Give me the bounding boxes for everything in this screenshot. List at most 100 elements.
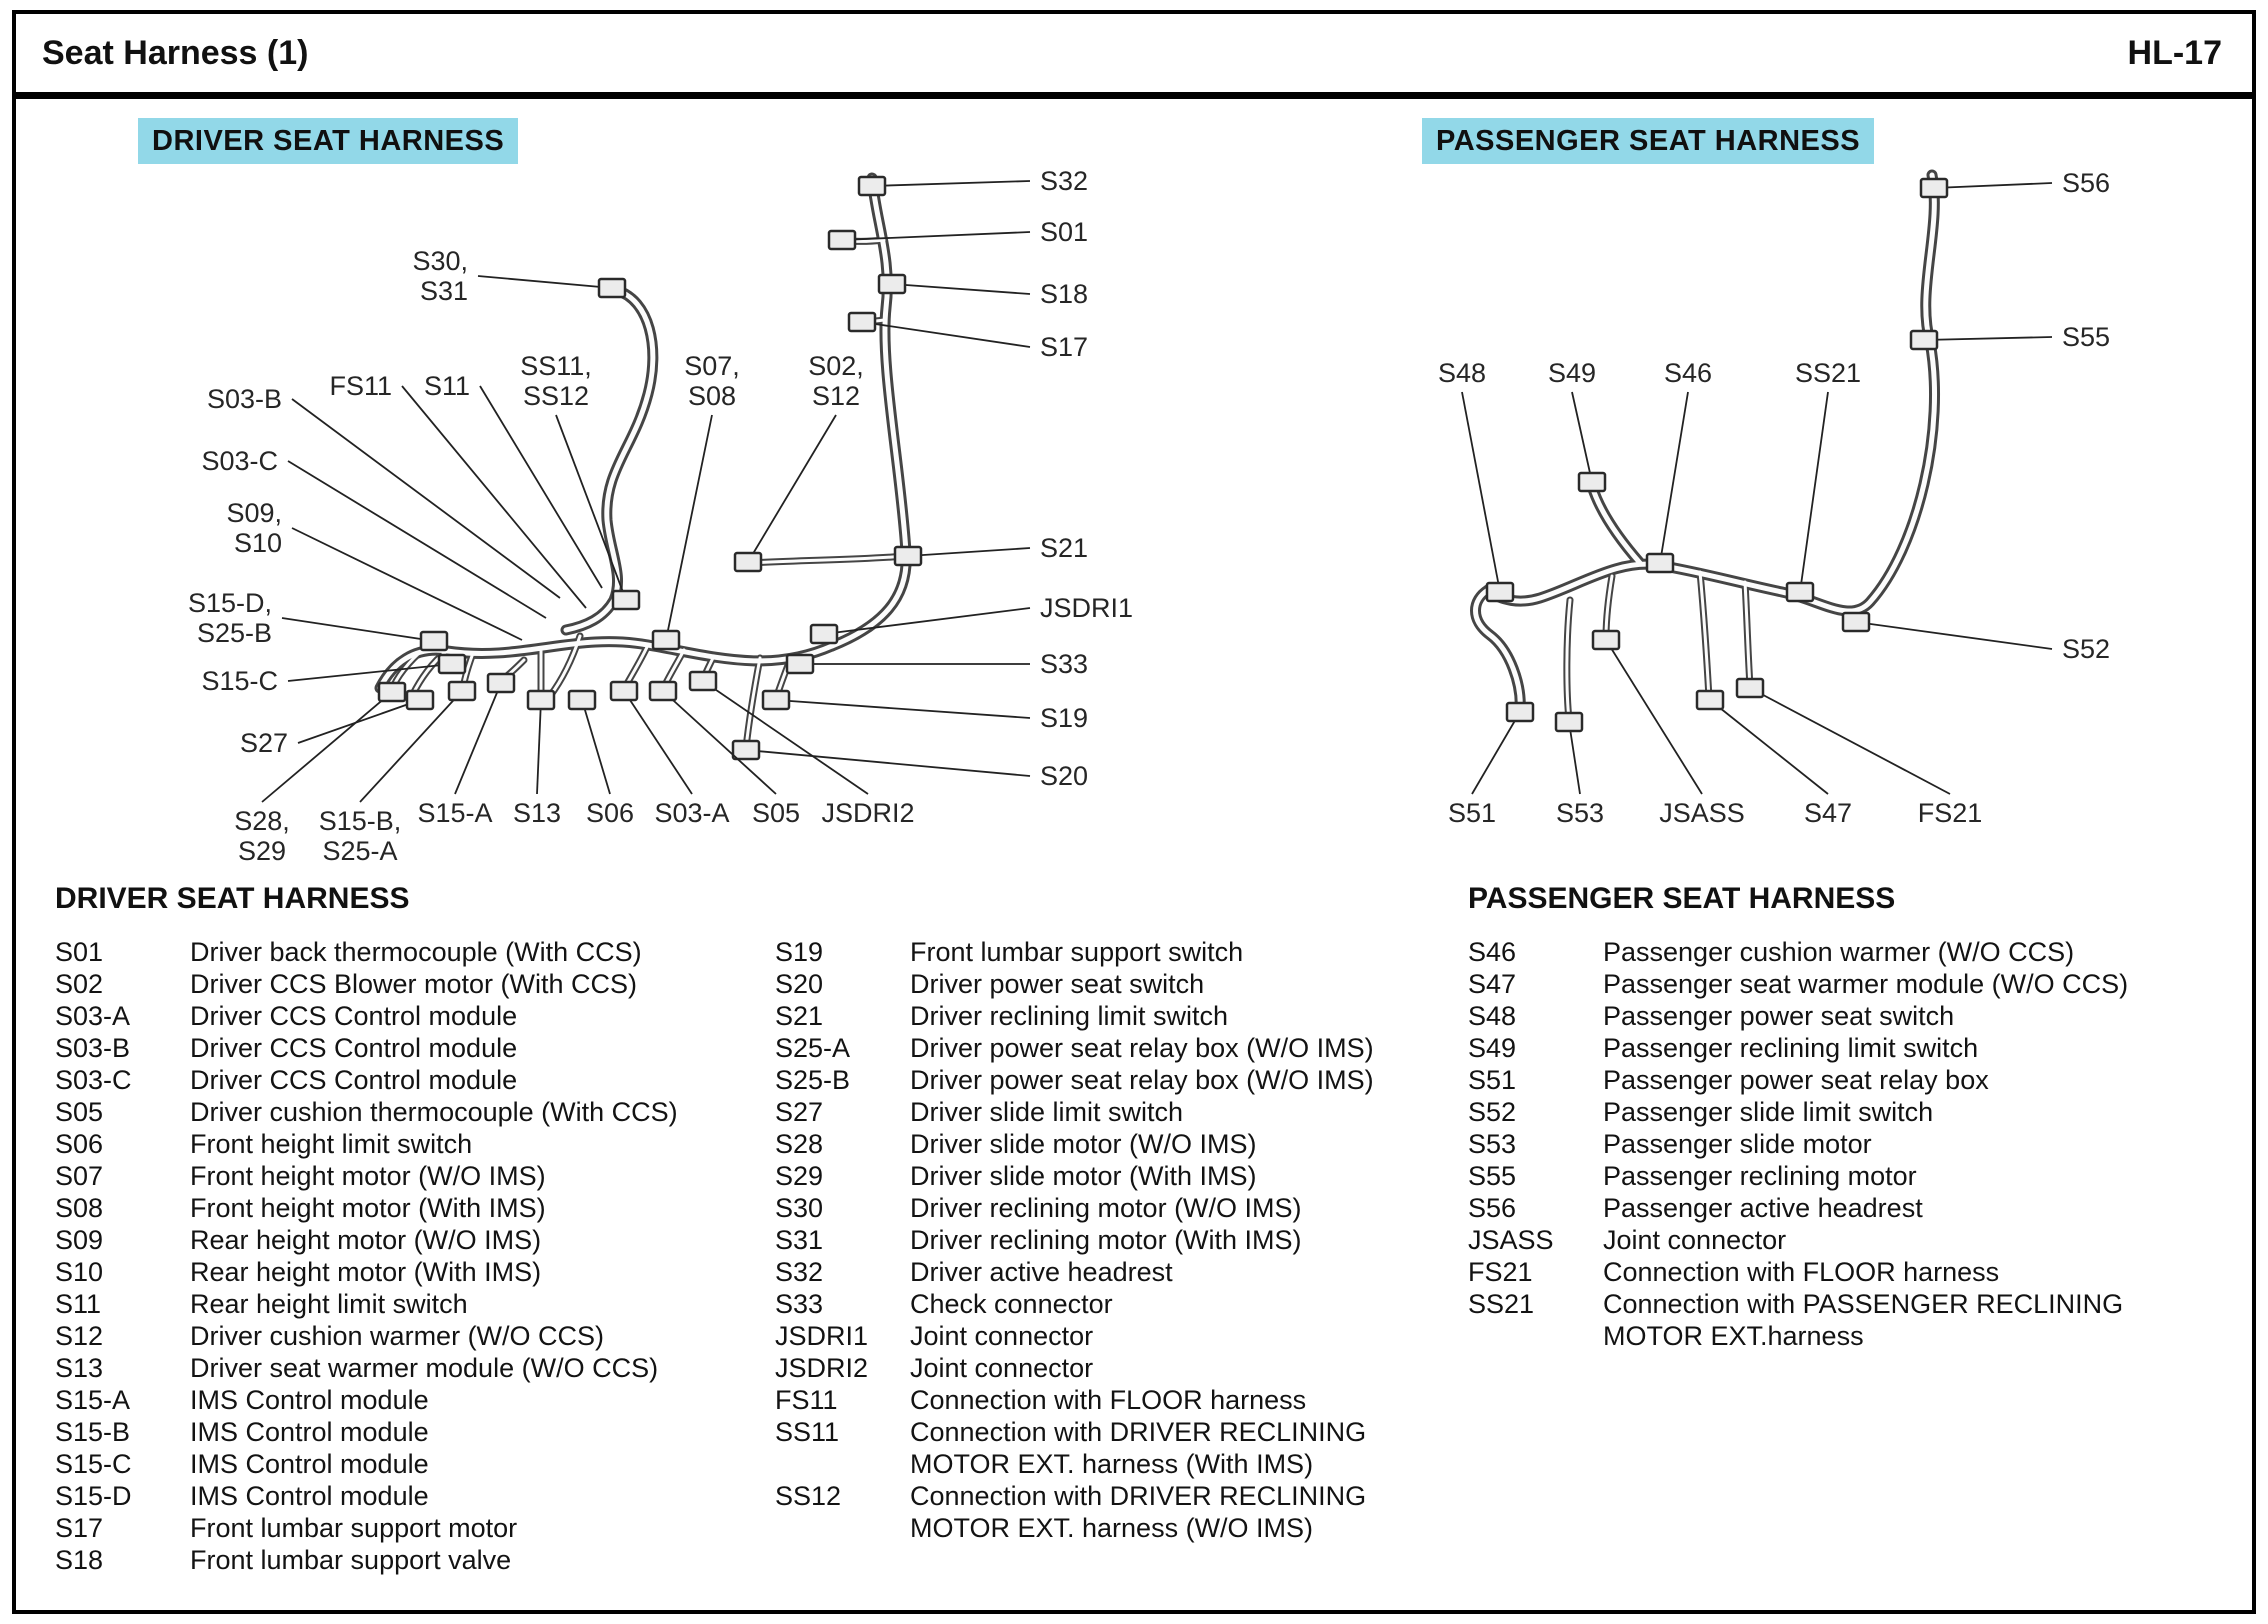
legend-row: S47 Passenger seat warmer module (W/O CCS… xyxy=(1468,968,2258,1000)
leader-line xyxy=(891,283,1031,295)
leader-line xyxy=(1709,699,1829,795)
component-description: Passenger power seat switch xyxy=(1603,1001,1955,1031)
diagram-label: JSDRI1 xyxy=(1040,593,1133,623)
legend-row: S12 Driver cushion warmer (W/O CCS) xyxy=(55,1320,770,1352)
component-description: Front height limit switch xyxy=(190,1129,473,1159)
component-code: S46 xyxy=(1468,937,1517,967)
component-code: S52 xyxy=(1468,1097,1517,1127)
passenger-harness-illustration xyxy=(1470,169,1940,724)
connector xyxy=(597,277,627,299)
leader-line xyxy=(1659,391,1689,564)
component-code: S20 xyxy=(775,969,824,999)
diagram-label: S49 xyxy=(1548,358,1596,388)
component-code: S25-B xyxy=(775,1065,851,1095)
component-code: S15-C xyxy=(55,1449,132,1479)
connector xyxy=(648,680,678,702)
diagram-label: S03-A xyxy=(654,798,729,828)
legend-row: S52 Passenger slide limit switch xyxy=(1468,1096,2258,1128)
component-description: Passenger power seat relay box xyxy=(1603,1065,1989,1095)
diagram-label: JSASS xyxy=(1659,798,1745,828)
connector xyxy=(1695,689,1725,711)
diagram-label: S02, S12 xyxy=(808,351,864,411)
component-description: Rear height motor (With IMS) xyxy=(190,1257,542,1287)
leader-line xyxy=(536,699,542,795)
leader-line xyxy=(287,663,453,682)
leader-line xyxy=(745,749,1031,777)
connector xyxy=(1591,629,1621,651)
driver-legend-column-2: S19 Front lumbar support switch S20 Driver … xyxy=(775,936,1465,1544)
leader-line xyxy=(291,398,561,599)
legend-row: S02 Driver CCS Blower motor (With CCS) xyxy=(55,968,770,1000)
diagram-label: S09, S10 xyxy=(226,498,282,558)
component-description: Joint connector xyxy=(910,1353,1094,1383)
connector xyxy=(688,670,718,692)
component-code: FS11 xyxy=(775,1385,838,1415)
connector xyxy=(567,689,597,711)
legend-row: S30 Driver reclining motor (W/O IMS) xyxy=(775,1192,1465,1224)
leader-line xyxy=(871,180,1031,187)
legend-row: S15-D IMS Control module xyxy=(55,1480,770,1512)
diagram-label: S27 xyxy=(240,728,288,758)
leader-line xyxy=(479,385,603,589)
component-description: Passenger active headrest xyxy=(1603,1193,1923,1223)
diagram-label: S15-C xyxy=(201,666,278,696)
component-code: S15-B xyxy=(55,1417,131,1447)
connector xyxy=(893,545,923,567)
legend-row: S10 Rear height motor (With IMS) xyxy=(55,1256,770,1288)
connector xyxy=(1485,581,1515,603)
component-description: Driver power seat relay box (W/O IMS) xyxy=(910,1033,1374,1063)
diagram-label: S17 xyxy=(1040,332,1088,362)
leader-line xyxy=(662,690,777,795)
leader-line xyxy=(665,414,713,641)
legend-row: S27 Driver slide limit switch xyxy=(775,1096,1465,1128)
component-description: Driver CCS Control module xyxy=(190,1001,518,1031)
legend-row: S25-A Driver power seat relay box (W/O IM… xyxy=(775,1032,1465,1064)
leader-line xyxy=(823,607,1031,635)
diagram-label: SS11, SS12 xyxy=(520,351,592,411)
diagram-label: S51 xyxy=(1448,798,1496,828)
connector xyxy=(1735,677,1765,699)
connector xyxy=(609,680,639,702)
leader-line xyxy=(297,699,421,744)
component-code: S31 xyxy=(775,1225,824,1255)
connector xyxy=(437,653,467,675)
diagram-label: S30, S31 xyxy=(412,246,468,306)
leader-line xyxy=(287,460,547,619)
diagram-label: JSDRI2 xyxy=(821,798,914,828)
legend-row: S53 Passenger slide motor xyxy=(1468,1128,2258,1160)
component-description: Driver reclining limit switch xyxy=(910,1001,1229,1031)
diagram-label: S15-D, S25-B xyxy=(188,588,272,648)
legend-row: SS21 Connection with PASSENGER RECLINING … xyxy=(1468,1288,2258,1352)
component-code: S33 xyxy=(775,1289,824,1319)
leader-line xyxy=(841,231,1031,241)
component-code: SS12 xyxy=(775,1481,842,1511)
connector xyxy=(1919,177,1949,199)
diagram-label: SS21 xyxy=(1795,358,1861,388)
component-code: S21 xyxy=(775,1001,824,1031)
passenger-legend-column: S46 Passenger cushion warmer (W/O CCS) S47… xyxy=(1468,936,2258,1352)
legend-row: S03-C Driver CCS Control module xyxy=(55,1064,770,1096)
component-code: S47 xyxy=(1468,969,1517,999)
component-description: Connection with DRIVER RECLINING MOTOR E… xyxy=(910,1481,1367,1543)
component-description: IMS Control module xyxy=(190,1481,429,1511)
leader-line xyxy=(1749,687,1951,795)
legend-row: S19 Front lumbar support switch xyxy=(775,936,1465,968)
diagram-label: S19 xyxy=(1040,703,1088,733)
component-description: Rear height motor (W/O IMS) xyxy=(190,1225,542,1255)
connector xyxy=(761,689,791,711)
diagram-label: S15-A xyxy=(417,798,492,828)
legend-row: S07 Front height motor (W/O IMS) xyxy=(55,1160,770,1192)
driver-diagram-labels: S32 S01 S18 S17 S21 JSDRI1 S33 S19 S20 S30, S31 S03… xyxy=(188,166,1133,866)
diagram-label: S28, S29 xyxy=(234,806,290,866)
diagram-label: S56 xyxy=(2062,168,2110,198)
connector xyxy=(733,551,763,573)
component-description: Driver cushion warmer (W/O CCS) xyxy=(190,1321,605,1351)
legend-row: S08 Front height motor (With IMS) xyxy=(55,1192,770,1224)
leader-line xyxy=(555,414,627,601)
component-code: S27 xyxy=(775,1097,824,1127)
legend-row: S49 Passenger reclining limit switch xyxy=(1468,1032,2258,1064)
legend-row: S15-B IMS Control module xyxy=(55,1416,770,1448)
connector xyxy=(877,273,907,295)
diagram-label: S03-B xyxy=(207,384,282,414)
